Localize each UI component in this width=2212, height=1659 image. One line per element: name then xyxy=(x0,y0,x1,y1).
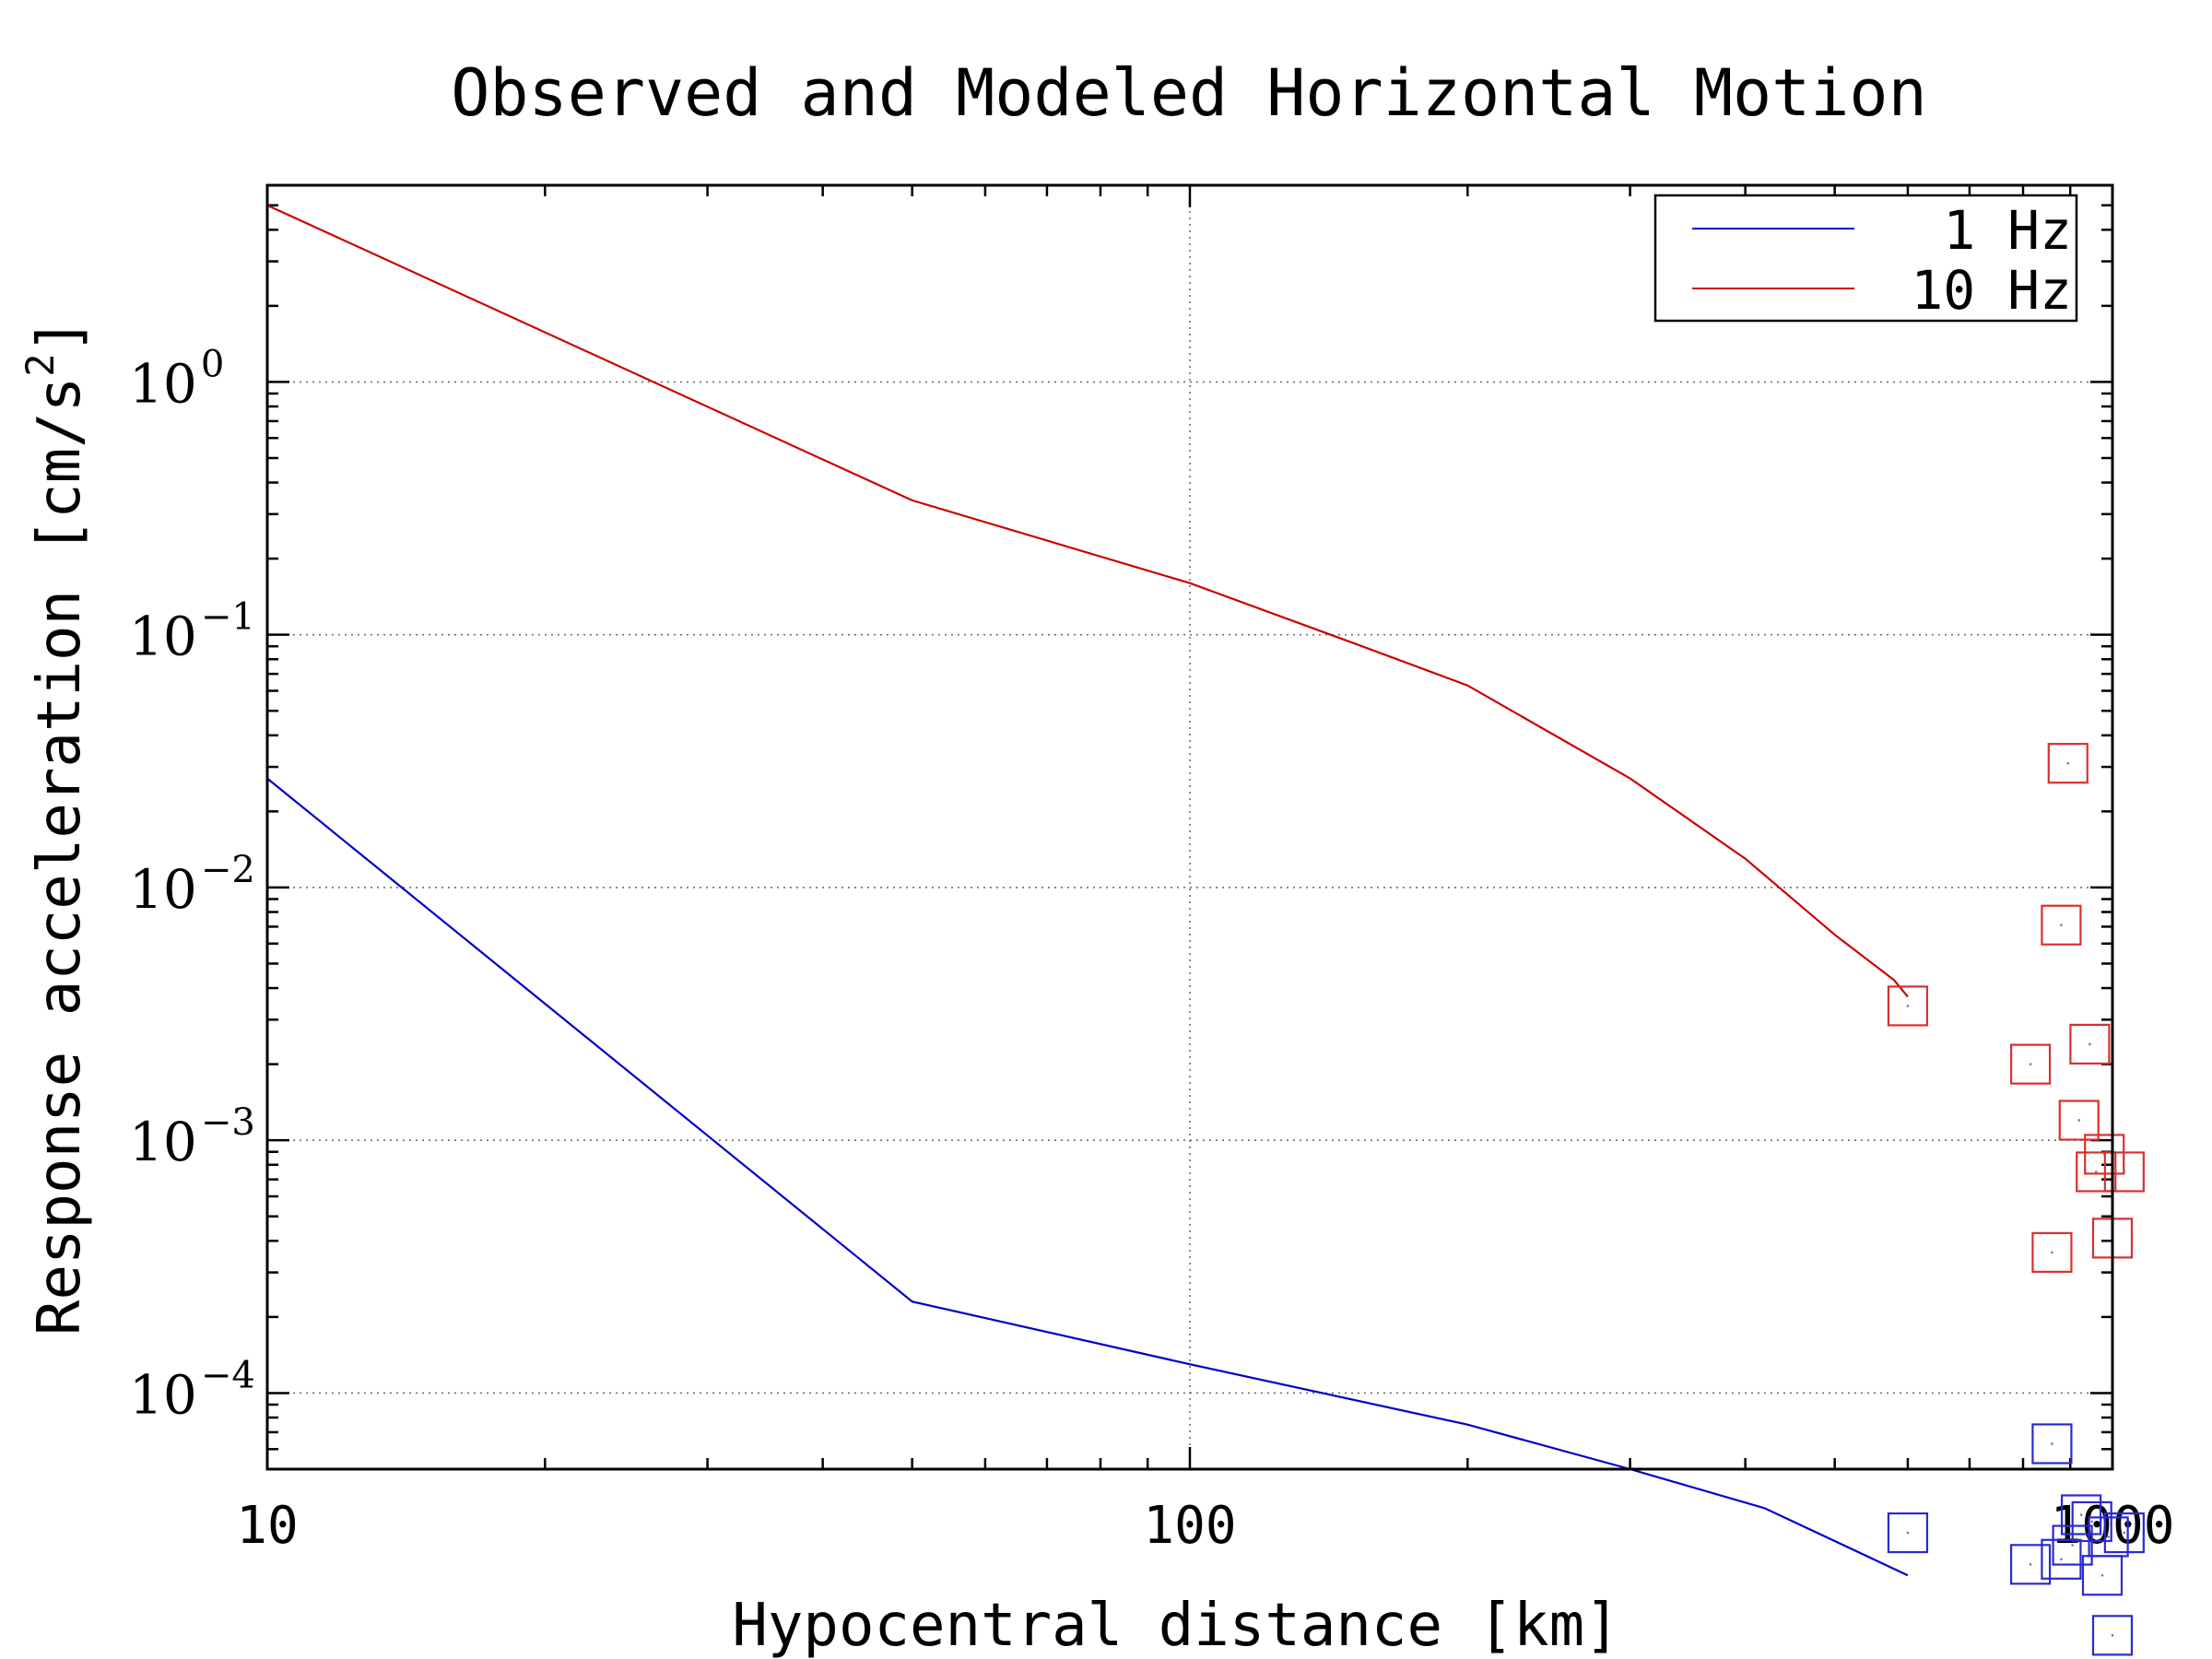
plot-frame xyxy=(265,183,2114,1471)
legend-label-10hz: 10 Hz xyxy=(1911,259,2072,322)
observed-point-10hz xyxy=(2051,1251,2053,1254)
observed-marker-1hz xyxy=(2041,1538,2082,1580)
observed-marker-10hz xyxy=(2041,904,2082,946)
observed-marker-1hz xyxy=(2061,1494,2102,1535)
observed-point-1hz xyxy=(2060,1558,2063,1561)
observed-marker-1hz xyxy=(2009,1544,2052,1585)
observed-point-1hz xyxy=(2111,1634,2114,1637)
y-tick-label: 10 0 xyxy=(129,343,224,415)
y-tick-label: 10 −2 xyxy=(129,849,255,921)
observed-point-1hz xyxy=(1906,1531,1910,1535)
observed-point-1hz xyxy=(2100,1573,2104,1577)
observed-point-1hz xyxy=(2029,1563,2032,1566)
x-tick-label: 10 xyxy=(236,1496,298,1556)
observed-marker-1hz xyxy=(2088,1516,2129,1558)
observed-point-1hz xyxy=(2079,1513,2083,1516)
y-axis-label: Response acceleration [cm/s2] xyxy=(18,318,94,1335)
y-tick-label: 10 −3 xyxy=(129,1101,255,1173)
ticks xyxy=(265,185,2114,1469)
observed-marker-10hz xyxy=(2058,1100,2100,1141)
series-line-1hz xyxy=(266,777,1909,1577)
observed-point-1hz xyxy=(2123,1531,2126,1535)
observed-marker-1hz xyxy=(1887,1512,1929,1554)
observed-marker-10hz xyxy=(2069,1023,2111,1065)
y-tick-label: 10 −1 xyxy=(129,596,255,668)
observed-point-10hz xyxy=(1906,1005,1910,1007)
observed-marker-1hz xyxy=(2103,1512,2145,1554)
series-line-10hz xyxy=(266,204,1909,998)
observed-point-10hz xyxy=(2088,1042,2091,1046)
observed-marker-10hz xyxy=(2076,1151,2117,1193)
observed-point-10hz xyxy=(2029,1063,2032,1065)
observed-point-1hz xyxy=(2107,1535,2110,1538)
legend: 1 Hz 10 Hz xyxy=(1653,194,2078,323)
observed-point-10hz xyxy=(2077,1119,2081,1122)
plot-area xyxy=(266,204,2145,1656)
x-tick-labels: 10 100 1000 xyxy=(236,1496,2174,1556)
observed-marker-10hz xyxy=(2103,1151,2145,1193)
observed-point-10hz xyxy=(2094,1171,2098,1173)
observed-marker-1hz xyxy=(2091,1615,2134,1656)
observed-point-1hz xyxy=(2051,1442,2053,1445)
observed-marker-10hz xyxy=(1887,985,1929,1027)
legend-label-1hz: 1 Hz xyxy=(1943,199,2072,262)
x-tick-label: 100 xyxy=(1143,1496,1236,1556)
observed-point-1hz xyxy=(2071,1544,2074,1547)
grid-lines xyxy=(267,185,2112,1469)
observed-marker-10hz xyxy=(2031,1231,2073,1273)
observed-point-10hz xyxy=(2123,1171,2126,1173)
legend-box xyxy=(1653,194,2078,323)
observed-marker-1hz xyxy=(2071,1500,2112,1543)
observed-marker-1hz xyxy=(2031,1423,2073,1465)
observed-point-10hz xyxy=(2066,761,2070,765)
chart-title: Observed and Modeled Horizontal Motion xyxy=(451,55,1926,131)
observed-point-10hz xyxy=(2060,924,2063,927)
y-axis-label-main: Response acceleration [cm/s xyxy=(26,377,94,1335)
observed-point-1hz xyxy=(2090,1520,2094,1524)
observed-marker-10hz xyxy=(2009,1043,2052,1085)
y-axis-label-superscript: 2 xyxy=(18,353,63,376)
y-axis-label-end: ] xyxy=(26,318,94,354)
y-tick-label: 10 −4 xyxy=(129,1354,255,1426)
x-axis-label: Hypocentral distance [km] xyxy=(732,1592,1619,1659)
observed-marker-10hz xyxy=(2047,743,2088,784)
